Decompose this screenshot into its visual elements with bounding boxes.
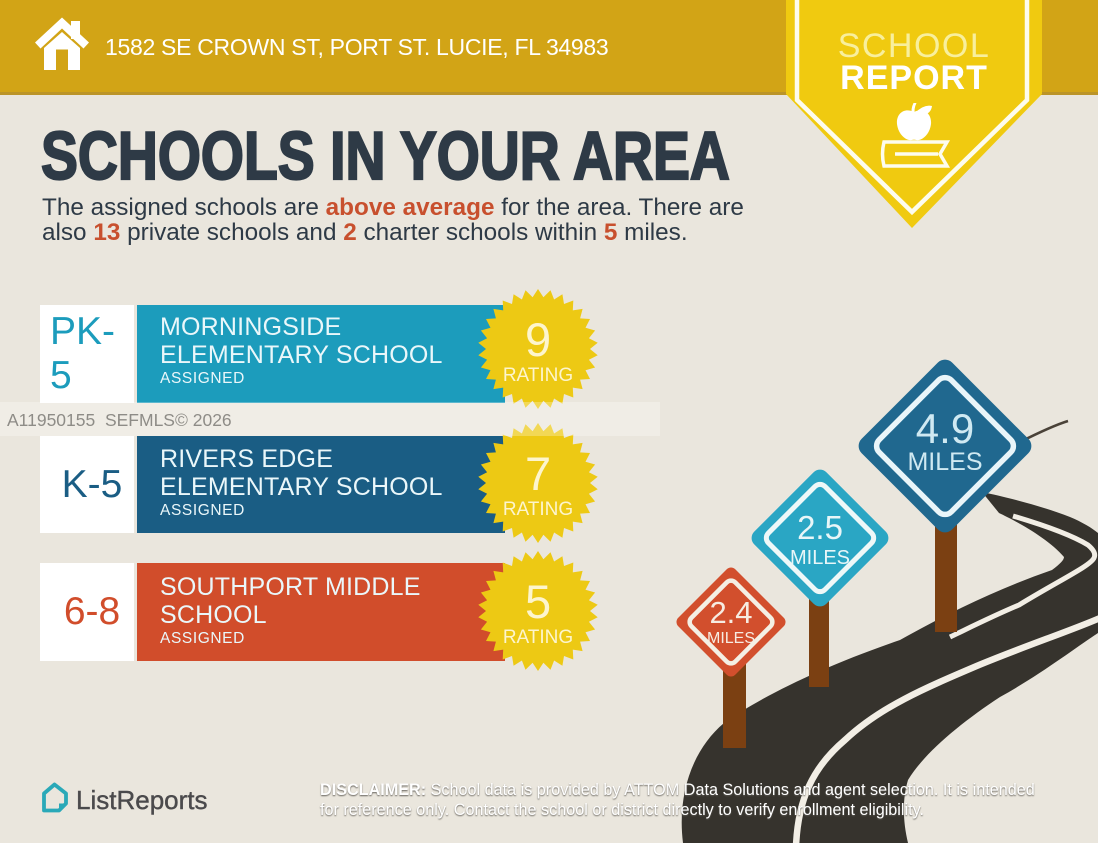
svg-text:MILES: MILES [790, 547, 850, 569]
svg-text:SCHOOL: SCHOOL [838, 27, 991, 65]
svg-text:4.9: 4.9 [916, 405, 974, 452]
svg-text:2.4: 2.4 [709, 595, 752, 630]
svg-text:7: 7 [525, 447, 551, 500]
svg-text:9: 9 [525, 313, 551, 366]
svg-text:5: 5 [525, 575, 551, 628]
svg-text:MILES: MILES [707, 630, 755, 647]
svg-text:REPORT: REPORT [840, 59, 988, 97]
svg-text:MILES: MILES [907, 448, 982, 476]
svg-text:RATING: RATING [503, 365, 573, 386]
svg-text:RATING: RATING [503, 499, 573, 520]
svg-text:RATING: RATING [503, 627, 573, 648]
svg-text:2.5: 2.5 [797, 509, 843, 546]
